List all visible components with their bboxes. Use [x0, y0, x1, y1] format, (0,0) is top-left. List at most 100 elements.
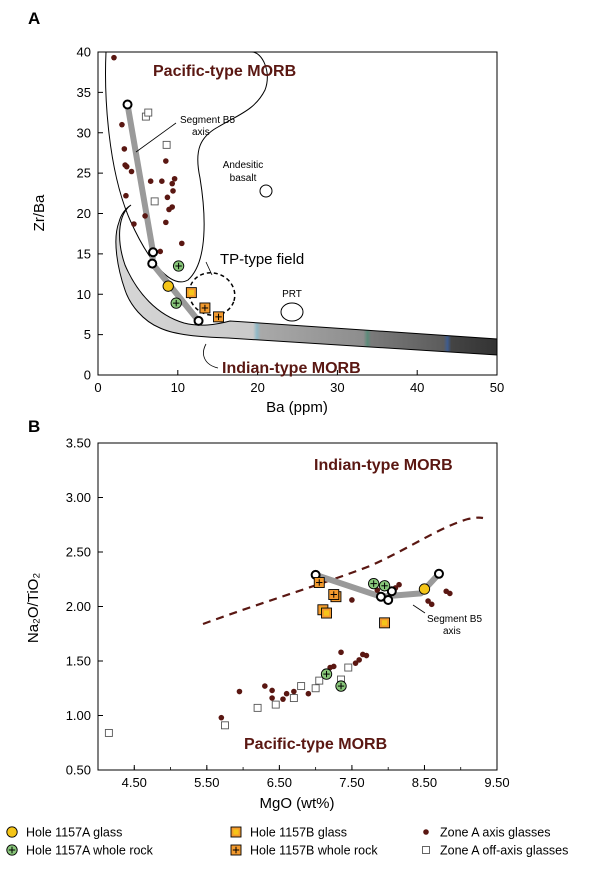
tp-type-label: TP-type field: [220, 251, 304, 268]
x-tick-label: 0: [94, 380, 101, 395]
segment-b5-label-a-1: Segment B5: [180, 115, 235, 126]
segment-b5-label-a-2: axis: [192, 127, 210, 138]
x-axis-title-b: MgO (wt%): [260, 795, 335, 812]
legend: Hole 1157A glass Hole 1157B glass Zone A a…: [6, 826, 568, 858]
segment-b5-leader-a: [135, 122, 177, 153]
x-tick-label: 7.50: [339, 775, 364, 790]
x-tick-label: 5.50: [194, 775, 219, 790]
pacific-type-field-a: [105, 51, 268, 283]
data-point: [123, 192, 129, 199]
indian-type-label-b: Indian-type MORB: [314, 457, 453, 474]
ticks-a: 0 10 20 30 40 50 0 5 10 15 20 25 30 35 40: [77, 45, 505, 396]
legend-label: Hole 1157B whole rock: [250, 844, 378, 858]
data-point: [418, 583, 431, 595]
x-tick-label: 50: [490, 380, 504, 395]
y-tick-label: 35: [77, 85, 91, 100]
legend-item: Zone A off-axis glasses: [422, 844, 568, 858]
data-point: [170, 297, 182, 309]
indian-type-field-a: [115, 204, 498, 356]
data-point: [344, 663, 353, 672]
data-point: [119, 121, 125, 128]
indian-field-leader-a: [203, 343, 219, 369]
ticks-b: 4.50 5.50 6.50 7.50 8.50 9.50 0.50 1.00 1.50 2.00…: [66, 436, 510, 791]
data-point: [425, 598, 431, 604]
segment-b5-trend-a: [124, 103, 201, 323]
y-tick-label: 25: [77, 166, 91, 181]
x-tick-label: 6.50: [267, 775, 292, 790]
andesitic-basalt-field: [259, 184, 273, 198]
points-b: [104, 568, 453, 737]
data-point: [104, 728, 113, 737]
data-point: [368, 577, 380, 590]
y-tick-label: 0: [84, 368, 91, 383]
data-point: [162, 280, 174, 292]
data-point: [291, 688, 297, 695]
points-a: [111, 54, 224, 326]
data-point: [157, 248, 164, 255]
tp-type-field: [188, 272, 236, 316]
data-point: [338, 649, 344, 656]
data-point: [349, 597, 355, 603]
indian-type-label-a: Indian-type MORB: [222, 360, 361, 377]
legend-item: Zone A axis glasses: [423, 826, 550, 840]
data-point: [128, 168, 135, 175]
data-point: [396, 581, 402, 588]
data-point: [185, 287, 197, 299]
data-point: [163, 158, 169, 164]
y-tick-label: 2.50: [66, 545, 91, 560]
data-point: [193, 315, 204, 326]
andesitic-label-1: Andesitic: [223, 160, 264, 171]
legend-item: Hole 1157A glass: [6, 826, 122, 840]
data-point: [305, 690, 312, 697]
data-point: [433, 568, 444, 579]
data-point: [150, 197, 159, 206]
data-point: [311, 684, 320, 693]
data-point: [313, 577, 325, 588]
data-point: [123, 163, 130, 170]
legend-label: Hole 1157A glass: [26, 826, 122, 840]
data-point: [172, 260, 185, 272]
pacific-type-label-a: Pacific-type MORB: [153, 63, 296, 80]
data-point: [169, 204, 176, 210]
data-point: [148, 247, 159, 258]
panel-a-label: A: [28, 9, 40, 28]
data-point: [213, 311, 224, 323]
x-tick-label: 4.50: [122, 775, 147, 790]
boundary-dashed-line: [202, 516, 484, 626]
data-point: [221, 721, 229, 730]
data-point: [378, 580, 391, 592]
data-point: [271, 700, 280, 709]
legend-symbol: [230, 826, 242, 838]
legend-item: Hole 1157B whole rock: [230, 844, 378, 858]
data-point: [320, 668, 333, 680]
data-point: [159, 178, 165, 184]
legend-label: Zone A off-axis glasses: [440, 844, 568, 858]
data-point: [147, 178, 154, 184]
data-point: [144, 108, 153, 117]
y-tick-label: 20: [77, 206, 91, 221]
segment-b5-trend-b: [314, 571, 442, 600]
data-point: [428, 601, 435, 608]
plot-frame-b: [97, 442, 498, 771]
segment-b5-label-b-2: axis: [443, 626, 461, 637]
pacific-type-label-b: Pacific-type MORB: [244, 736, 387, 753]
data-point: [386, 586, 397, 597]
legend-symbol: [6, 844, 18, 856]
data-point: [262, 683, 268, 689]
y-axis-title-b: Na₂O/TiO₂: [25, 573, 42, 643]
data-point: [328, 589, 340, 600]
y-tick-label: 0.50: [66, 763, 91, 778]
y-tick-label: 1.50: [66, 654, 91, 669]
y-tick-label: 40: [77, 45, 91, 60]
andesitic-label-2: basalt: [230, 173, 257, 184]
x-axis-title-a: Ba (ppm): [266, 399, 328, 416]
x-tick-label: 40: [410, 380, 424, 395]
data-point: [289, 694, 298, 703]
data-point: [162, 140, 171, 149]
x-tick-label: 8.50: [412, 775, 437, 790]
y-axis-title-a: Zr/Ba: [31, 194, 48, 231]
data-point: [122, 99, 133, 110]
data-point: [335, 680, 347, 692]
legend-label: Hole 1157B glass: [250, 826, 347, 840]
y-tick-label: 2.00: [66, 599, 91, 614]
